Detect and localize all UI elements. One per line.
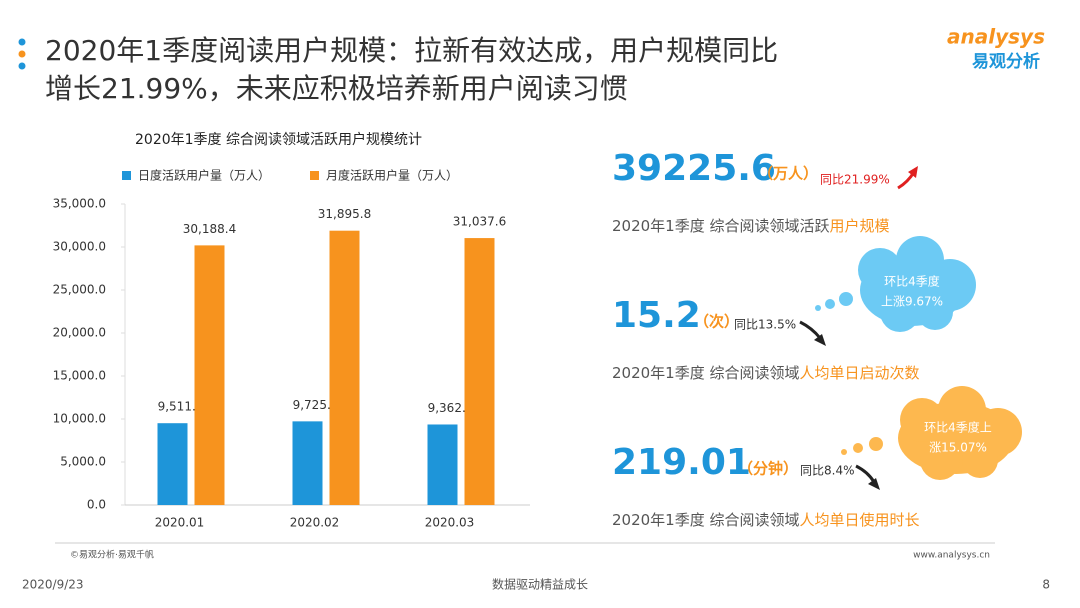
kpi-value: 219.01	[612, 442, 751, 483]
bar	[157, 423, 188, 505]
legend-label: 月度活跃用户量（万人）	[326, 168, 458, 183]
arrow-head	[908, 166, 918, 178]
legend-swatch	[310, 171, 319, 180]
y-tick-label: 0.0	[87, 498, 106, 512]
y-tick-label: 35,000.0	[53, 197, 106, 211]
cloud-text: 环比4季度上	[924, 420, 992, 435]
value-label: 9,511.4	[158, 400, 204, 414]
y-tick-label: 15,000.0	[53, 369, 106, 383]
bar	[427, 424, 458, 505]
x-tick-label: 2020.01	[155, 516, 205, 530]
arrow	[799, 320, 822, 339]
desc-highlight: 人均单日使用时长	[800, 511, 920, 529]
arrow-head	[814, 334, 826, 346]
title-line: 增长21.99%，未来应积极培养新用户阅读习惯	[45, 72, 628, 105]
cloud-text: 环比4季度	[884, 274, 940, 289]
kpi-value: 39225.6	[612, 148, 776, 189]
kpi-change: 同比13.5%	[734, 318, 796, 332]
cloud-text: 上涨9.67%	[881, 294, 943, 309]
chart-title: 2020年1季度 综合阅读领域活跃用户规模统计	[135, 131, 422, 148]
logo-sub: 易观分析	[972, 51, 1040, 72]
bar	[194, 245, 225, 505]
value-label: 9,362.3	[428, 401, 474, 415]
kpi-unit: （万人）	[758, 165, 818, 183]
cloud-text: 涨15.07%	[929, 440, 987, 455]
y-tick-label: 5,000.0	[60, 455, 106, 469]
bar	[464, 238, 495, 505]
legend-swatch	[122, 171, 131, 180]
kpi-unit: （次）	[694, 313, 739, 331]
value-label: 30,188.4	[183, 222, 236, 236]
kpi-desc: 2020年1季度 综合阅读领域人均单日使用时长	[612, 511, 920, 529]
desc-highlight: 用户规模	[830, 217, 890, 235]
y-tick-label: 10,000.0	[53, 412, 106, 426]
bar	[329, 230, 360, 506]
kpi-change: 同比21.99%	[820, 173, 890, 187]
title-line: 2020年1季度阅读用户规模：拉新有效达成，用户规模同比	[45, 34, 778, 67]
y-tick-label: 30,000.0	[53, 240, 106, 254]
bullet-dot	[18, 62, 26, 70]
value-label: 31,037.6	[453, 215, 506, 229]
slogan: 数据驱动精益成长	[492, 577, 588, 592]
kpi-change: 同比8.4%	[800, 464, 855, 478]
kpi-desc: 2020年1季度 综合阅读领域活跃用户规模	[612, 217, 890, 235]
kpi-desc: 2020年1季度 综合阅读领域人均单日启动次数	[612, 364, 920, 382]
legend-label: 日度活跃用户量（万人）	[138, 168, 270, 183]
kpi-value: 15.2	[612, 295, 701, 336]
x-tick-label: 2020.03	[425, 516, 475, 530]
kpi-unit: （分钟）	[738, 460, 798, 478]
cloud	[841, 386, 1022, 480]
arrow-head	[868, 478, 880, 490]
value-label: 9,725.9	[293, 398, 339, 412]
desc-text: 2020年1季度 综合阅读领域	[612, 511, 800, 529]
desc-highlight: 人均单日启动次数	[800, 364, 920, 382]
bullet-dot	[18, 50, 26, 58]
desc-text: 2020年1季度 综合阅读领域	[612, 364, 800, 382]
y-tick-label: 25,000.0	[53, 283, 106, 297]
page-number: 8	[1042, 578, 1050, 592]
x-tick-label: 2020.02	[290, 516, 340, 530]
cloud	[815, 236, 976, 332]
source: ©易观分析·易观千帆	[70, 549, 154, 561]
value-label: 31,895.8	[318, 207, 371, 221]
y-tick-label: 20,000.0	[53, 326, 106, 340]
date: 2020/9/23	[22, 578, 84, 592]
desc-text: 2020年1季度 综合阅读领域活跃	[612, 217, 830, 235]
arrow	[855, 464, 876, 483]
bar	[292, 421, 323, 505]
bullet-dot	[18, 38, 26, 46]
logo: analysys	[947, 25, 1045, 49]
site: www.analysys.cn	[913, 551, 990, 561]
